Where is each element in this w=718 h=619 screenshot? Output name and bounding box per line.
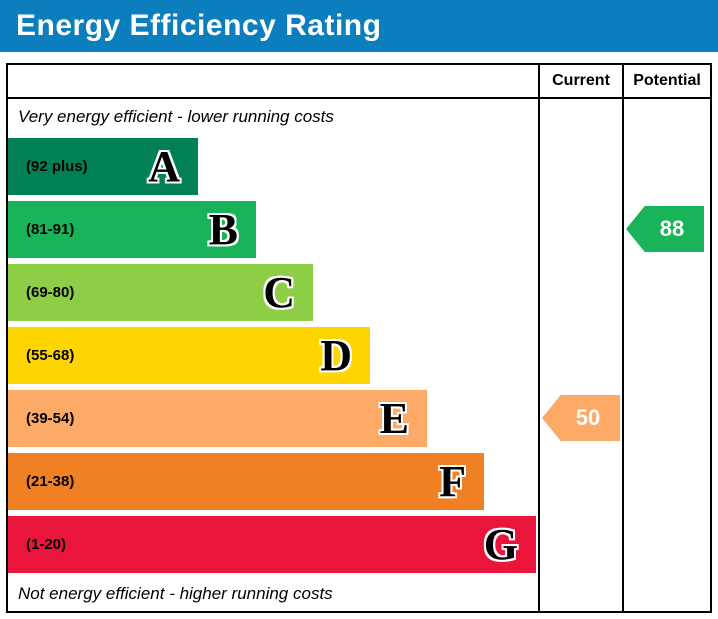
band-range-e: (39-54)	[26, 410, 75, 427]
band-row-f: (21-38) F	[8, 450, 538, 513]
band-letter-a: A	[148, 142, 180, 191]
current-column: Current 50	[538, 65, 622, 611]
bands-column-header	[8, 65, 538, 99]
band-letter-c: C	[263, 268, 295, 317]
title-bar: Energy Efficiency Rating	[0, 0, 718, 52]
band-bar-a: (92 plus) A	[8, 138, 198, 195]
current-rating-value: 50	[575, 405, 601, 430]
bottom-note: Not energy efficient - higher running co…	[18, 584, 333, 603]
band-letter-f: F	[439, 457, 466, 506]
band-range-b: (81-91)	[26, 221, 75, 238]
band-range-f: (21-38)	[26, 473, 75, 490]
band-range-g: (1-20)	[26, 536, 67, 553]
band-letter-e: E	[379, 394, 409, 443]
band-row-g: (1-20) G	[8, 513, 538, 576]
band-bar-e: (39-54) E	[8, 390, 427, 447]
band-row-c: (69-80) C	[8, 261, 538, 324]
band-letter-d: D	[320, 331, 352, 380]
band-bar-g: (1-20) G	[8, 516, 536, 573]
band-range-a: (92 plus)	[26, 158, 88, 175]
band-letter-b: B	[208, 205, 238, 254]
potential-column-header: Potential	[624, 65, 710, 99]
band-row-e: (39-54) E	[8, 387, 538, 450]
current-rating-arrow: 50	[542, 395, 620, 441]
band-range-c: (69-80)	[26, 284, 75, 301]
band-range-d: (55-68)	[26, 347, 75, 364]
potential-rating-arrow: 88	[626, 206, 704, 252]
band-row-d: (55-68) D	[8, 324, 538, 387]
bands-list: (92 plus) A (81-91) B (69-80) C	[8, 135, 538, 576]
top-note: Very energy efficient - lower running co…	[18, 107, 334, 126]
potential-column: Potential 88	[622, 65, 710, 611]
band-row-b: (81-91) B	[8, 198, 538, 261]
band-letter-g: G	[483, 520, 518, 569]
energy-rating-chart: Very energy efficient - lower running co…	[6, 63, 712, 613]
band-row-a: (92 plus) A	[8, 135, 538, 198]
bands-column: Very energy efficient - lower running co…	[8, 65, 538, 611]
band-bar-d: (55-68) D	[8, 327, 370, 384]
potential-rating-value: 88	[659, 216, 685, 241]
bands-column-body: Very energy efficient - lower running co…	[8, 99, 538, 612]
page-title: Energy Efficiency Rating	[16, 9, 382, 42]
potential-column-body: 88	[624, 99, 710, 611]
band-bar-c: (69-80) C	[8, 264, 313, 321]
current-column-header: Current	[540, 65, 622, 99]
band-bar-b: (81-91) B	[8, 201, 256, 258]
band-bar-f: (21-38) F	[8, 453, 484, 510]
current-column-body: 50	[540, 99, 622, 611]
